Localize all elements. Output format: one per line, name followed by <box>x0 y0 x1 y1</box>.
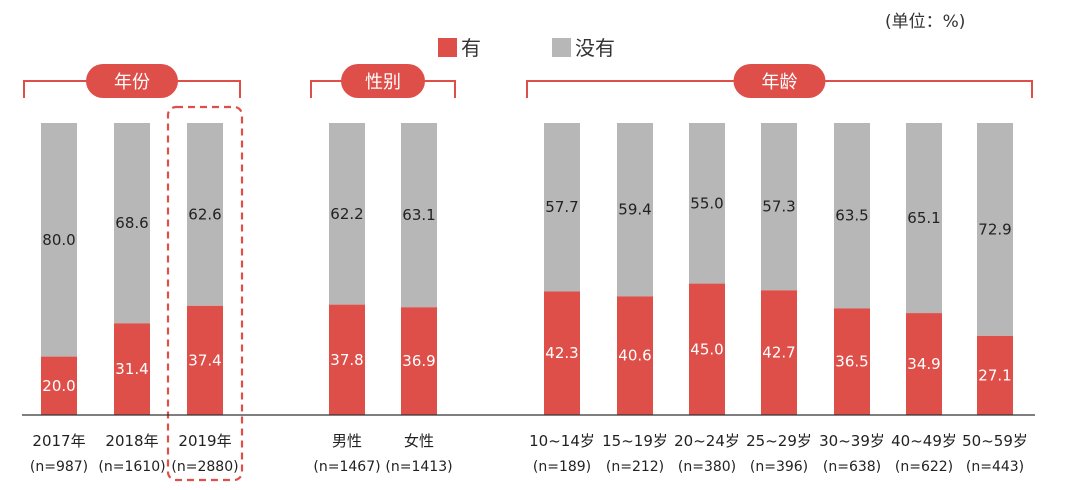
bar-you-9 <box>834 308 870 415</box>
bar-you-10 <box>906 313 942 415</box>
value-label-meiyou-5: 57.7 <box>545 198 578 216</box>
category-labels: 2017年 (n=987) 2018年 (n=1610) 2019年 (n=2880) 男性… <box>30 432 1028 475</box>
sample-size-label-2: (n=2880) <box>171 459 238 475</box>
value-label-meiyou-2: 62.6 <box>188 205 221 223</box>
bar-meiyou-7 <box>689 123 725 284</box>
group-headers: 年份 性别 年龄 <box>23 64 1033 98</box>
value-label-meiyou-4: 63.1 <box>402 206 435 224</box>
bar-meiyou-5 <box>544 123 580 292</box>
bar-you-2 <box>187 305 223 415</box>
group-label-0: 年份 <box>114 72 150 93</box>
bar-meiyou-6 <box>617 123 653 297</box>
bar-meiyou-8 <box>761 123 797 291</box>
bar-meiyou-1 <box>114 123 150 324</box>
value-label-you-5: 42.3 <box>545 344 578 362</box>
value-label-meiyou-10: 65.1 <box>907 209 940 227</box>
category-label-1: 2018年 <box>105 432 158 450</box>
category-label-2: 2019年 <box>178 432 231 450</box>
sample-size-label-6: (n=212) <box>606 459 664 475</box>
value-label-you-10: 34.9 <box>907 355 940 373</box>
bar-meiyou-3 <box>329 123 365 305</box>
legend-swatch-meiyou <box>552 38 571 57</box>
sample-size-label-8: (n=396) <box>750 459 808 475</box>
value-label-meiyou-7: 55.0 <box>690 194 723 212</box>
category-label-10: 40~49岁 <box>891 432 957 450</box>
value-label-you-2: 37.4 <box>188 351 221 369</box>
group-pill-0 <box>86 64 178 98</box>
bar-you-7 <box>689 283 725 415</box>
value-label-you-8: 42.7 <box>762 344 795 362</box>
bar-you-6 <box>617 296 653 415</box>
group-pill-2 <box>733 64 826 98</box>
sample-size-label-10: (n=622) <box>895 459 953 475</box>
sample-size-label-7: (n=380) <box>678 459 736 475</box>
bar-you-1 <box>114 323 150 415</box>
category-label-3: 男性 <box>332 432 362 450</box>
bar-you-4 <box>401 307 437 415</box>
bar-meiyou-4 <box>401 123 437 308</box>
legend-label-meiyou: 没有 <box>575 36 615 60</box>
category-label-5: 10~14岁 <box>529 432 595 450</box>
value-label-you-3: 37.8 <box>330 351 363 369</box>
value-label-meiyou-11: 72.9 <box>978 220 1011 238</box>
value-label-meiyou-0: 80.0 <box>42 231 75 249</box>
sample-size-label-9: (n=638) <box>823 459 881 475</box>
legend-label-you: 有 <box>461 36 481 60</box>
value-label-you-9: 36.5 <box>835 353 868 371</box>
sample-size-label-3: (n=1467) <box>313 459 380 475</box>
sample-size-label-4: (n=1413) <box>385 459 452 475</box>
bar-you-8 <box>761 290 797 415</box>
sample-size-label-1: (n=1610) <box>98 459 165 475</box>
value-label-you-6: 40.6 <box>618 347 651 365</box>
bar-you-0 <box>41 356 77 415</box>
value-label-you-1: 31.4 <box>115 360 148 378</box>
value-label-meiyou-6: 59.4 <box>618 201 651 219</box>
bar-you-5 <box>544 291 580 415</box>
group-label-1: 性别 <box>365 72 401 93</box>
value-label-you-7: 45.0 <box>690 340 723 358</box>
category-label-6: 15~19岁 <box>602 432 668 450</box>
bar-you-3 <box>329 304 365 415</box>
category-label-0: 2017年 <box>32 432 85 450</box>
bar-meiyou-11 <box>977 123 1013 336</box>
value-label-you-0: 20.0 <box>42 377 75 395</box>
value-label-meiyou-8: 57.3 <box>762 198 795 216</box>
bar-meiyou-2 <box>187 123 223 306</box>
sample-size-label-11: (n=443) <box>966 459 1024 475</box>
value-label-meiyou-1: 68.6 <box>115 214 148 232</box>
value-label-meiyou-9: 63.5 <box>835 207 868 225</box>
bar-meiyou-10 <box>906 123 942 314</box>
sample-size-label-5: (n=189) <box>533 459 591 475</box>
value-label-you-11: 27.1 <box>978 366 1011 384</box>
sample-size-label-0: (n=987) <box>30 459 88 475</box>
bar-you-11 <box>977 335 1013 415</box>
legend-swatch-you <box>438 38 457 57</box>
category-label-9: 30~39岁 <box>819 432 885 450</box>
bars: 80.0 20.0 68.6 31.4 62.6 37.4 62.2 37.8 63.1 36.9… <box>41 105 1013 482</box>
category-label-11: 50~59岁 <box>962 432 1028 450</box>
group-pill-1 <box>341 64 425 98</box>
bar-meiyou-9 <box>834 123 870 309</box>
highlight-box <box>166 105 244 482</box>
bar-meiyou-0 <box>41 123 77 357</box>
legend: 有 没有 <box>438 36 615 60</box>
category-label-8: 25~29岁 <box>746 432 812 450</box>
category-label-4: 女性 <box>404 432 434 450</box>
unit-label: (单位：%) <box>885 12 965 32</box>
value-label-meiyou-3: 62.2 <box>330 205 363 223</box>
category-label-7: 20~24岁 <box>674 432 740 450</box>
value-label-you-4: 36.9 <box>402 352 435 370</box>
group-label-2: 年龄 <box>762 72 798 93</box>
